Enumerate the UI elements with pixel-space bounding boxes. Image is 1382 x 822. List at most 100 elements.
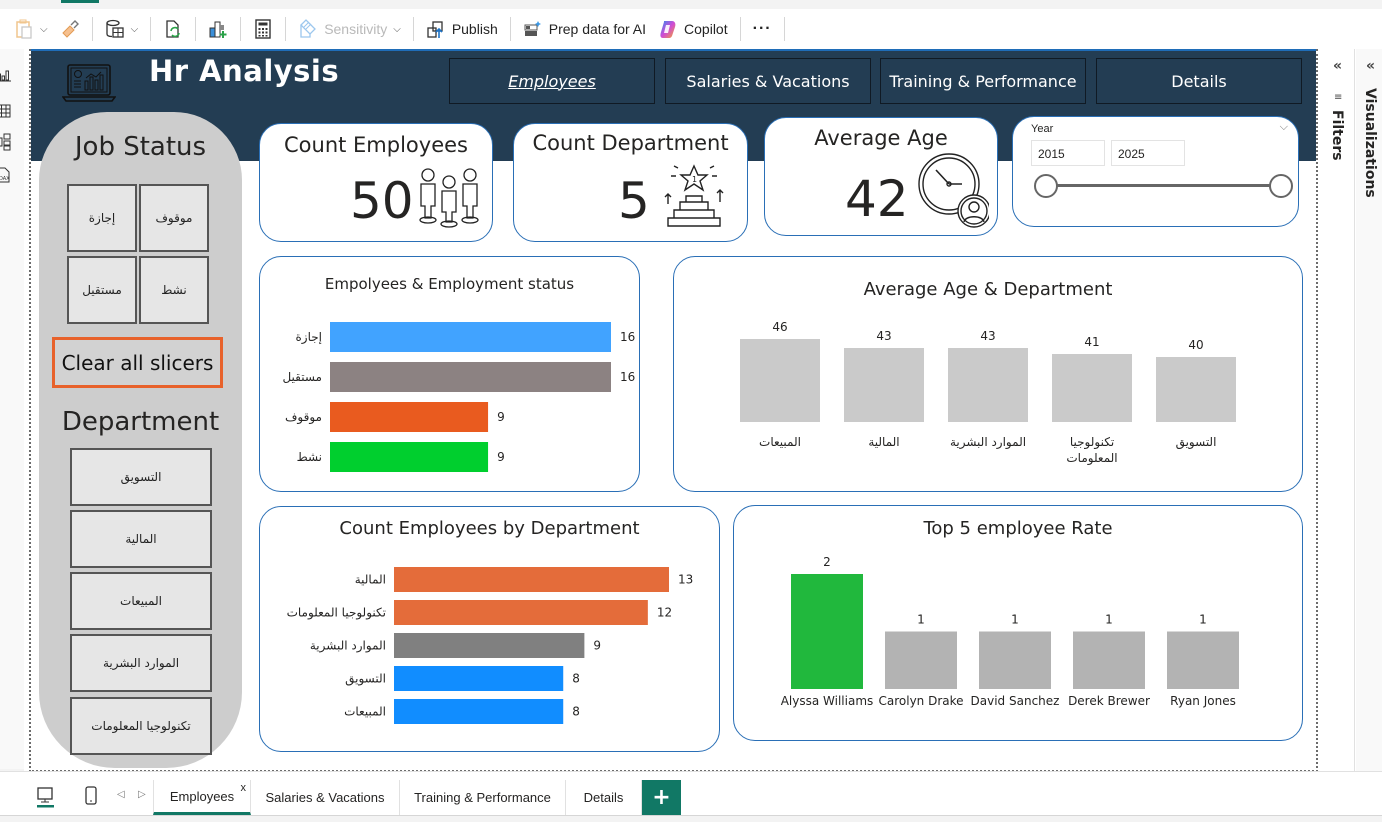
prep-data-for-ai-button[interactable]: Prep data for AI <box>517 9 652 49</box>
category-label: إجازة <box>296 330 323 345</box>
year-to-input[interactable]: 2025 <box>1111 140 1185 166</box>
data-label: 46 <box>772 320 787 334</box>
page-tab-employees[interactable]: Employees x <box>153 780 251 815</box>
data-label: 16 <box>620 370 635 384</box>
bar[interactable] <box>330 362 611 392</box>
category-label: Ryan Jones <box>1170 694 1236 708</box>
previous-page-icon[interactable]: ◁ <box>117 789 125 800</box>
job-status-option[interactable]: موقوف <box>139 184 209 252</box>
new-visual-button[interactable] <box>202 9 234 49</box>
top5-rate-plot: 2 Alyssa Williams 1 Carolyn Drake 1 David San… <box>781 555 1239 708</box>
job-status-option[interactable]: إجازة <box>67 184 137 252</box>
chart-average-age-department: Average Age & Department 46 المبيعات 43 الم… <box>673 256 1303 492</box>
department-option[interactable]: المبيعات <box>70 572 212 630</box>
get-data-icon <box>105 19 125 39</box>
refresh-button[interactable] <box>157 9 189 49</box>
nav-button-training-performance[interactable]: Training & Performance <box>880 58 1086 104</box>
job-status-title: Job Status <box>74 132 207 162</box>
separator <box>509 17 511 41</box>
more-icon: ··· <box>752 20 772 37</box>
visualizations-pane-label[interactable]: Visualizations <box>1362 88 1378 198</box>
clear-all-slicers-button[interactable]: Clear all slicers <box>52 337 223 388</box>
data-label: 2 <box>823 555 831 569</box>
filters-pane-label[interactable]: Filters <box>1329 110 1345 161</box>
chevron-down-icon[interactable]: ⌵ <box>1279 120 1288 133</box>
expand-filters-icon[interactable]: « <box>1333 58 1343 74</box>
page-tab-salaries-vacations[interactable]: Salaries & Vacations <box>251 780 400 815</box>
publish-button[interactable]: Publish <box>420 9 504 49</box>
data-label: 16 <box>620 330 635 344</box>
chart-title: Empolyees & Employment status <box>324 275 575 293</box>
year-from-input[interactable]: 2015 <box>1031 140 1105 166</box>
category-label: Carolyn Drake <box>878 694 963 708</box>
dax-query-view-icon[interactable]: DAX <box>0 155 18 183</box>
bar[interactable] <box>979 631 1051 690</box>
close-tab-icon[interactable]: x <box>240 782 247 794</box>
paste-button[interactable]: ⌵ <box>8 9 54 49</box>
year-slider-end-handle[interactable] <box>1269 174 1293 198</box>
bar[interactable] <box>394 633 585 658</box>
bar[interactable] <box>885 631 957 690</box>
page-tab-training-performance[interactable]: Training & Performance <box>400 780 566 815</box>
next-page-icon[interactable]: ▷ <box>138 789 146 800</box>
page-tab-details[interactable]: Details <box>566 780 642 815</box>
model-view-icon[interactable] <box>0 123 18 151</box>
paste-icon <box>14 19 34 39</box>
job-status-option[interactable]: مستقيل <box>67 256 137 324</box>
data-label: 12 <box>657 606 672 620</box>
table-view-icon[interactable] <box>0 91 18 118</box>
bar[interactable] <box>844 348 924 422</box>
bar[interactable] <box>394 600 648 625</box>
department-option[interactable]: تكنولوجيا المعلومات <box>70 697 212 755</box>
nav-button-details[interactable]: Details <box>1096 58 1302 104</box>
bar[interactable] <box>1073 631 1145 690</box>
department-option[interactable]: الموارد البشرية <box>70 634 212 692</box>
bar[interactable] <box>330 402 489 432</box>
data-label: 1 <box>1105 613 1113 627</box>
report-view-icon[interactable] <box>0 59 18 82</box>
visualizations-pane-collapsed[interactable] <box>1356 49 1382 771</box>
bar[interactable] <box>1156 357 1236 422</box>
kpi-title: Count Employees <box>284 133 468 157</box>
bar[interactable] <box>330 322 611 352</box>
bar[interactable] <box>1167 631 1239 690</box>
category-label: الموارد البشرية <box>950 435 1026 450</box>
separator <box>783 17 785 41</box>
chevron-down-icon: ⌵ <box>40 23 48 35</box>
department-option[interactable]: المالية <box>70 510 212 568</box>
get-data-button[interactable]: ⌵ <box>99 9 145 49</box>
copilot-button[interactable]: Copilot <box>652 9 734 49</box>
category-label: الموارد البشرية <box>310 639 386 654</box>
view-switcher-rail: DAX <box>0 49 24 769</box>
bar[interactable] <box>948 348 1028 422</box>
nav-label: Salaries & Vacations <box>686 71 850 91</box>
year-slider-start-handle[interactable] <box>1034 174 1058 198</box>
year-slider-track[interactable] <box>1043 184 1281 187</box>
status-bar <box>0 815 1382 822</box>
bar[interactable] <box>1052 354 1132 422</box>
active-ribbon-tab-indicator <box>61 0 99 3</box>
expand-visualizations-icon[interactable]: « <box>1366 58 1376 74</box>
sensitivity-button[interactable]: Sensitivity ⌵ <box>292 9 407 49</box>
bar[interactable] <box>394 699 564 724</box>
bar[interactable] <box>394 666 564 691</box>
new-visual-icon <box>208 19 228 39</box>
refresh-icon <box>163 19 183 39</box>
nav-button-employees[interactable]: Employees <box>449 58 655 104</box>
bar[interactable] <box>740 339 820 422</box>
nav-button-salaries-vacations[interactable]: Salaries & Vacations <box>665 58 871 104</box>
bar[interactable] <box>330 442 489 472</box>
new-measure-button[interactable] <box>247 9 279 49</box>
kpi-value: 50 <box>350 172 414 230</box>
format-painter-button[interactable] <box>54 9 86 49</box>
job-status-option[interactable]: نشط <box>139 256 209 324</box>
more-options-button[interactable]: ··· <box>747 9 778 49</box>
mobile-layout-icon[interactable] <box>84 786 98 810</box>
department-option[interactable]: التسويق <box>70 448 212 506</box>
department-title: Department <box>61 407 220 437</box>
add-page-button[interactable]: + <box>642 780 681 815</box>
desktop-layout-icon[interactable] <box>36 786 56 812</box>
bar[interactable] <box>791 574 863 689</box>
page-tab-label: Employees <box>169 788 235 804</box>
bar[interactable] <box>394 567 669 592</box>
